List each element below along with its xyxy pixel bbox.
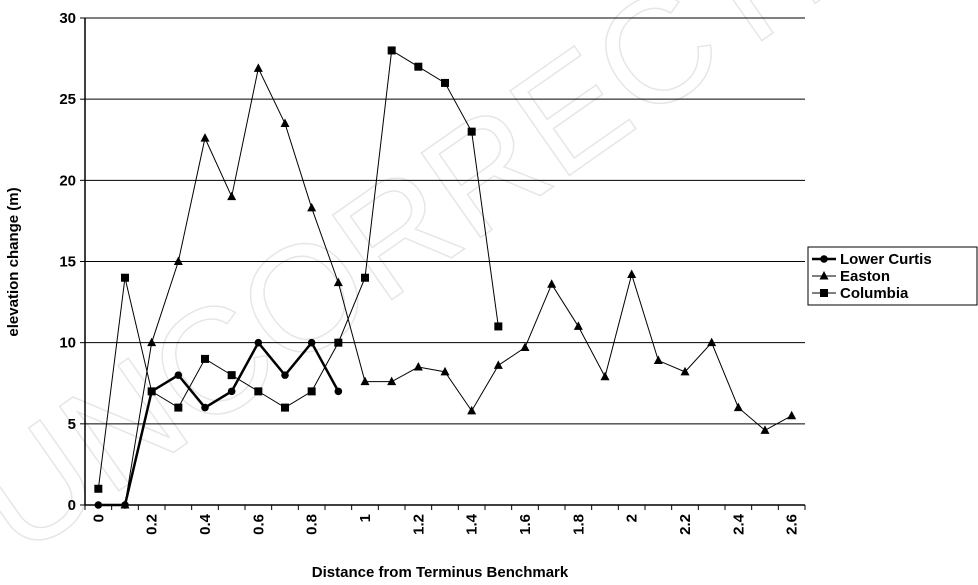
marker	[600, 371, 610, 381]
y-tick-label: 0	[68, 497, 76, 514]
marker	[413, 362, 423, 371]
series-line	[97, 49, 499, 489]
marker	[494, 322, 503, 331]
marker	[281, 403, 289, 412]
marker	[173, 256, 183, 265]
marker	[820, 289, 828, 297]
series-line	[124, 66, 792, 506]
marker	[441, 78, 449, 87]
x-tick-label: 0.6	[250, 514, 267, 535]
marker	[819, 271, 829, 280]
x-tick-label: 2	[624, 514, 641, 522]
marker	[121, 273, 129, 282]
marker	[440, 366, 450, 376]
marker	[200, 133, 210, 142]
y-axis-title: elevation change (m)	[5, 187, 22, 336]
marker	[201, 354, 209, 363]
x-tick-label: 1.4	[464, 513, 481, 535]
marker	[361, 273, 369, 282]
marker	[307, 338, 316, 347]
legend-label: Columbia	[840, 285, 909, 302]
marker	[174, 403, 183, 412]
legend-label: Lower Curtis	[840, 251, 932, 268]
x-tick-label: 0	[90, 514, 107, 522]
marker	[281, 371, 289, 379]
marker	[201, 403, 209, 412]
marker	[653, 355, 663, 365]
marker	[387, 46, 396, 55]
x-tick-label: 1.8	[570, 514, 587, 535]
marker	[493, 360, 503, 369]
marker	[733, 402, 743, 412]
y-tick-label: 25	[59, 91, 76, 108]
marker	[820, 255, 828, 263]
marker	[227, 191, 237, 201]
legend-label: Easton	[840, 268, 890, 285]
marker	[760, 425, 770, 434]
x-tick-label: 1	[357, 514, 374, 522]
series-line	[98, 340, 340, 507]
marker	[254, 387, 263, 396]
marker	[414, 62, 423, 71]
marker	[360, 376, 370, 386]
marker	[707, 337, 717, 347]
marker	[387, 376, 397, 386]
marker	[94, 501, 103, 509]
marker	[787, 410, 797, 420]
marker	[174, 371, 183, 379]
marker	[334, 387, 343, 396]
marker	[573, 321, 583, 330]
marker	[147, 337, 157, 347]
marker	[253, 63, 263, 72]
marker	[254, 338, 263, 347]
x-tick-label: 0.4	[197, 513, 214, 535]
x-tick-label: 1.6	[517, 514, 534, 535]
legend-box	[807, 246, 978, 306]
x-tick-label: 0.8	[304, 514, 321, 535]
marker	[680, 366, 690, 376]
marker	[467, 127, 476, 136]
x-axis-title: Distance from Terminus Benchmark	[312, 564, 569, 581]
marker	[147, 387, 156, 396]
y-tick-label: 30	[59, 10, 76, 27]
marker	[520, 342, 530, 352]
marker	[307, 202, 317, 212]
y-tick-label: 10	[59, 335, 76, 352]
x-tick-label: 2.2	[677, 514, 694, 535]
marker	[307, 387, 316, 396]
marker	[547, 279, 557, 288]
marker	[227, 387, 236, 396]
y-tick-label: 5	[68, 416, 76, 433]
x-tick-label: 1.2	[410, 514, 427, 535]
marker	[94, 484, 103, 493]
y-tick-label: 15	[59, 254, 76, 271]
y-tick-label: 20	[59, 172, 76, 189]
x-tick-label: 2.6	[784, 514, 801, 535]
marker	[280, 118, 290, 128]
marker	[334, 338, 343, 347]
marker	[467, 405, 477, 415]
x-tick-label: 2.4	[730, 513, 747, 535]
marker	[333, 277, 343, 287]
marker	[120, 500, 130, 509]
marker	[227, 371, 236, 380]
marker	[627, 269, 637, 278]
x-tick-label: 0.2	[144, 514, 161, 535]
